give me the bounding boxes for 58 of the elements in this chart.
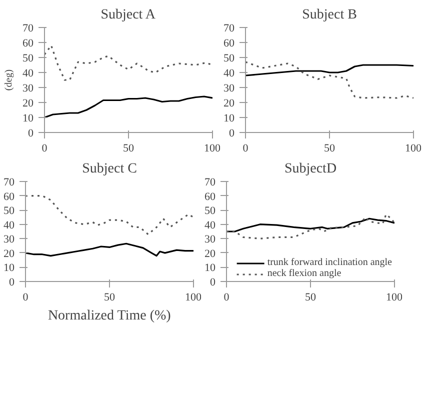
- line-series: [44, 96, 212, 118]
- y-tick-label: 0: [210, 276, 216, 288]
- y-tick-label: 30: [22, 82, 34, 94]
- y-tick-label: 70: [22, 22, 34, 34]
- y-tick-label: 0: [9, 276, 15, 288]
- y-tick-label: 10: [22, 112, 34, 124]
- y-tick-label: 30: [4, 234, 15, 246]
- y-tick-label: 40: [4, 219, 15, 232]
- y-tick-label: 20: [4, 248, 15, 260]
- chart-title: Subject A: [100, 8, 156, 22]
- y-tick-label: 50: [224, 52, 235, 64]
- y-tick-label: 70: [224, 22, 235, 34]
- y-tick-label: 50: [22, 52, 34, 64]
- x-tick-label: 0: [242, 142, 249, 154]
- y-tick-label: 10: [4, 262, 15, 274]
- y-tick-label: 20: [224, 98, 235, 110]
- x-tick-label: 50: [324, 142, 336, 154]
- y-tick-label: 60: [224, 38, 235, 50]
- legend-label: neck flexion angle: [267, 268, 342, 279]
- y-tick-label: 40: [204, 219, 216, 232]
- legend-label: trunk forward inclination angle: [267, 257, 392, 268]
- x-tick-label: 100: [405, 142, 422, 154]
- y-tick-label: 60: [204, 190, 216, 203]
- y-tick-label: 10: [204, 262, 216, 274]
- x-tick-label: 0: [42, 142, 48, 154]
- x-tick-label: 50: [305, 292, 316, 304]
- y-tick-label: 30: [224, 82, 235, 94]
- line-series: [226, 218, 394, 232]
- x-tick-label: 50: [123, 142, 134, 154]
- x-tick-label: 100: [386, 292, 403, 304]
- x-tick-label: 100: [204, 142, 221, 154]
- y-tick-label: 50: [204, 205, 216, 218]
- y-axis-title: (deg): [4, 69, 14, 91]
- line-series: [246, 64, 414, 76]
- y-tick-label: 20: [22, 98, 34, 110]
- y-tick-label: 50: [4, 205, 15, 218]
- y-tick-label: 20: [204, 248, 216, 260]
- line-series: [226, 214, 394, 240]
- y-tick-label: 70: [204, 176, 216, 188]
- chart-title: Subject C: [82, 162, 137, 176]
- line-series: [26, 242, 194, 257]
- x-axis-title: Normalized Time (%): [48, 308, 172, 324]
- y-tick-label: 0: [28, 128, 34, 140]
- y-tick-label: 10: [224, 112, 235, 124]
- line-series: [44, 44, 212, 81]
- x-tick-label: 100: [185, 292, 202, 304]
- y-tick-label: 40: [22, 68, 34, 80]
- y-tick-label: 60: [4, 190, 15, 203]
- y-tick-label: 70: [4, 176, 15, 188]
- y-tick-label: 0: [229, 128, 235, 140]
- y-tick-label: 30: [204, 234, 216, 246]
- line-series: [26, 194, 194, 236]
- y-tick-label: 60: [22, 38, 34, 50]
- y-tick-label: 40: [224, 68, 235, 80]
- line-series: [246, 61, 414, 99]
- chart-title: Subject B: [302, 8, 357, 22]
- chart-title: SubjectD: [284, 162, 337, 176]
- x-tick-label: 50: [104, 292, 116, 304]
